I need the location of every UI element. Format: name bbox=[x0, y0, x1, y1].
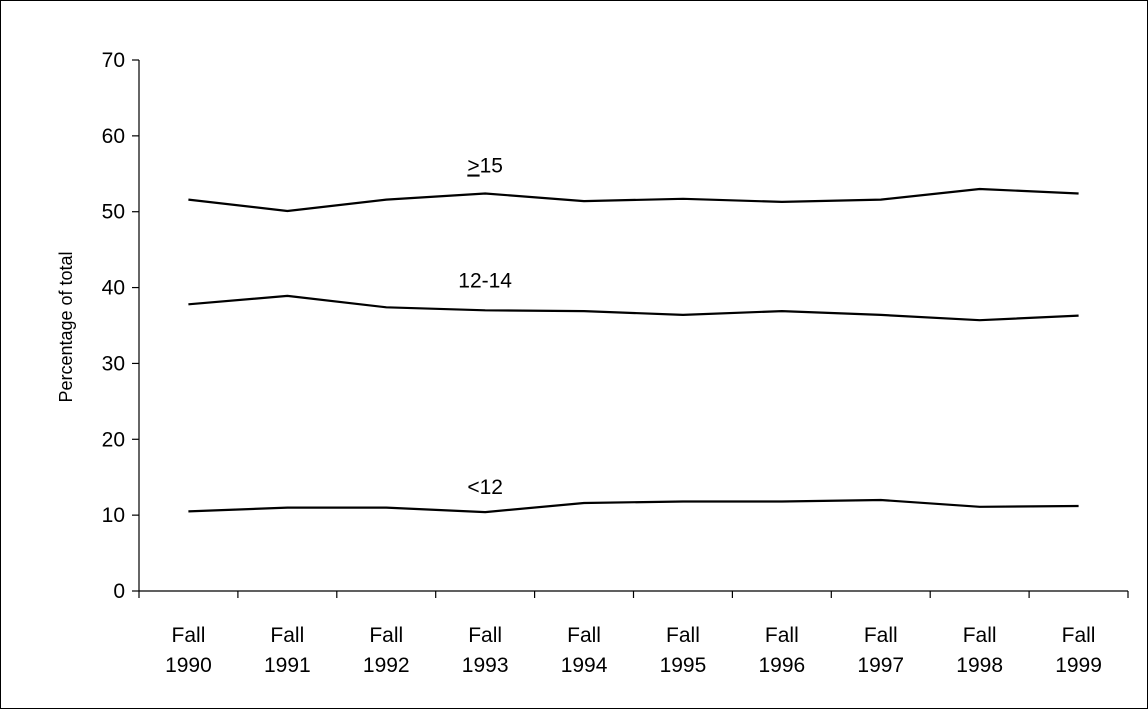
series-line-2 bbox=[188, 498, 1079, 514]
y-tick-label: 70 bbox=[102, 49, 125, 72]
x-tick-label: Fall 1993 bbox=[462, 624, 509, 677]
x-tick-label: Fall 1991 bbox=[264, 624, 311, 677]
x-axis: Fall 1990 Fall 1991 Fall 1992 Fall 1993 Fall 1994… bbox=[138, 590, 1129, 677]
y-tick-label: 60 bbox=[102, 125, 125, 148]
series-line-1 bbox=[188, 294, 1079, 322]
series-line-0 bbox=[188, 187, 1079, 213]
series-layer bbox=[188, 187, 1079, 514]
series-labels: >15 12-14 <12 bbox=[458, 155, 512, 500]
x-tick-label: Fall 1990 bbox=[165, 624, 212, 677]
y-axis-title: Percentage of total bbox=[56, 251, 76, 402]
x-tick-label: Fall 1994 bbox=[561, 624, 608, 677]
y-axis: 0 10 20 30 40 50 60 70 bbox=[102, 49, 140, 603]
x-tick-label: Fall 1997 bbox=[857, 624, 904, 677]
x-tick-label: Fall 1995 bbox=[660, 624, 707, 677]
x-tick-label: Fall 1996 bbox=[758, 624, 805, 677]
x-tick-label: Fall 1999 bbox=[1055, 624, 1102, 677]
x-tick-label: Fall 1998 bbox=[956, 624, 1003, 677]
series-label-0: >15 bbox=[467, 155, 503, 178]
y-tick-label: 50 bbox=[102, 201, 125, 224]
series-label-2: <12 bbox=[467, 476, 503, 499]
y-tick-label: 10 bbox=[102, 504, 125, 527]
y-tick-label: 20 bbox=[102, 428, 125, 451]
y-tick-label: 0 bbox=[113, 580, 125, 603]
series-label-1: 12-14 bbox=[458, 269, 512, 292]
y-tick-label: 30 bbox=[102, 352, 125, 375]
x-tick-label: Fall 1992 bbox=[363, 624, 410, 677]
y-tick-label: 40 bbox=[102, 277, 125, 300]
